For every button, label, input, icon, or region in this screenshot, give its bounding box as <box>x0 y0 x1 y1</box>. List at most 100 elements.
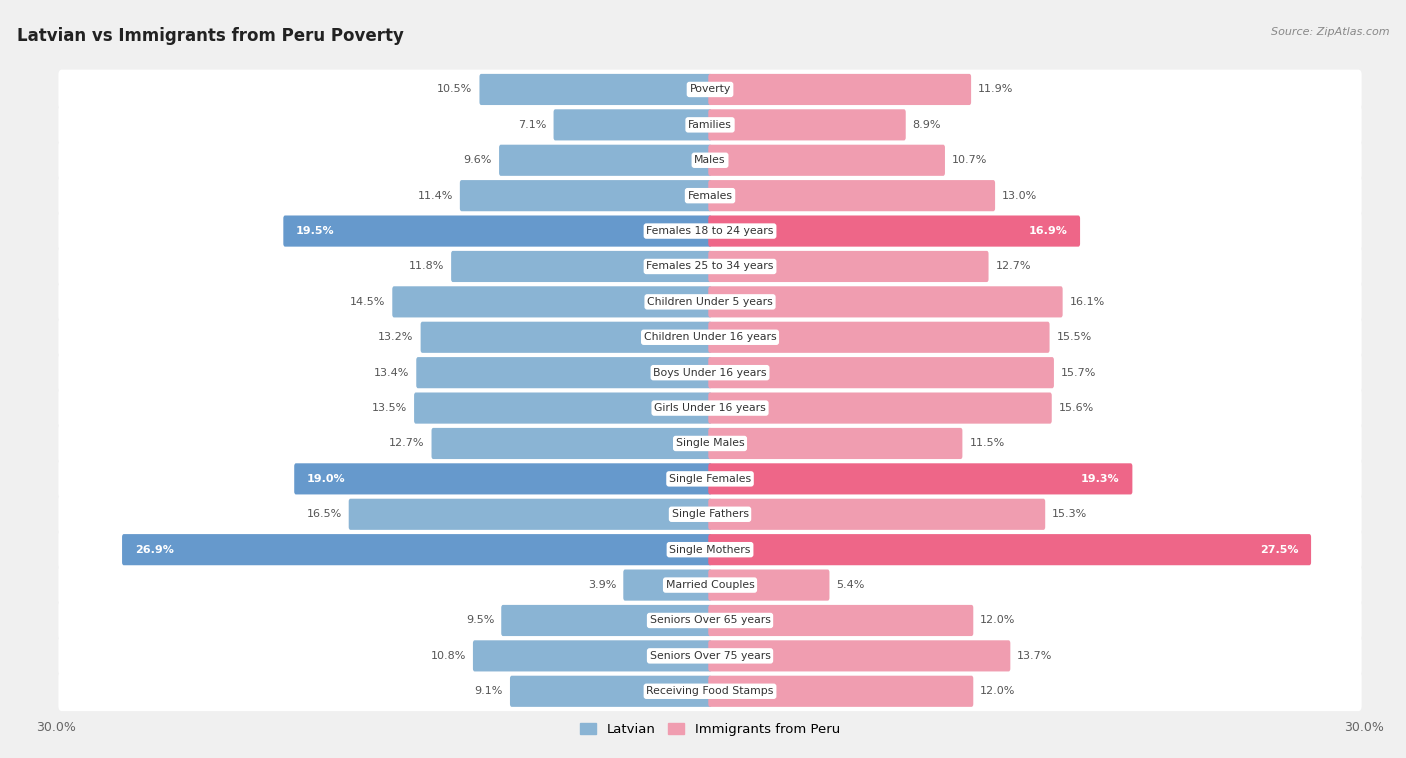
Text: Seniors Over 65 years: Seniors Over 65 years <box>650 615 770 625</box>
FancyBboxPatch shape <box>59 211 1361 251</box>
FancyBboxPatch shape <box>415 393 711 424</box>
Text: 12.7%: 12.7% <box>389 438 425 449</box>
Text: 12.0%: 12.0% <box>980 615 1015 625</box>
Text: 16.5%: 16.5% <box>307 509 342 519</box>
FancyBboxPatch shape <box>59 176 1361 215</box>
FancyBboxPatch shape <box>59 459 1361 499</box>
FancyBboxPatch shape <box>59 352 1361 393</box>
Text: Females: Females <box>688 191 733 201</box>
FancyBboxPatch shape <box>709 145 945 176</box>
Text: 13.2%: 13.2% <box>378 332 413 343</box>
Text: 15.6%: 15.6% <box>1059 403 1094 413</box>
Text: Married Couples: Married Couples <box>665 580 755 590</box>
Text: 16.1%: 16.1% <box>1070 297 1105 307</box>
Text: Boys Under 16 years: Boys Under 16 years <box>654 368 766 377</box>
FancyBboxPatch shape <box>59 672 1361 711</box>
FancyBboxPatch shape <box>709 534 1310 565</box>
Text: Single Mothers: Single Mothers <box>669 545 751 555</box>
FancyBboxPatch shape <box>709 357 1054 388</box>
Text: Families: Families <box>688 120 733 130</box>
FancyBboxPatch shape <box>122 534 711 565</box>
FancyBboxPatch shape <box>59 600 1361 641</box>
Text: Females 25 to 34 years: Females 25 to 34 years <box>647 262 773 271</box>
FancyBboxPatch shape <box>709 180 995 211</box>
FancyBboxPatch shape <box>420 321 711 352</box>
Text: 13.5%: 13.5% <box>371 403 408 413</box>
Text: 15.7%: 15.7% <box>1062 368 1097 377</box>
FancyBboxPatch shape <box>709 109 905 140</box>
Text: Poverty: Poverty <box>689 84 731 95</box>
Text: 13.4%: 13.4% <box>374 368 409 377</box>
FancyBboxPatch shape <box>510 675 711 707</box>
FancyBboxPatch shape <box>59 424 1361 463</box>
FancyBboxPatch shape <box>59 70 1361 109</box>
Text: 19.0%: 19.0% <box>307 474 346 484</box>
FancyBboxPatch shape <box>59 565 1361 605</box>
FancyBboxPatch shape <box>709 428 962 459</box>
FancyBboxPatch shape <box>432 428 711 459</box>
FancyBboxPatch shape <box>392 287 711 318</box>
Text: Latvian vs Immigrants from Peru Poverty: Latvian vs Immigrants from Peru Poverty <box>17 27 404 45</box>
FancyBboxPatch shape <box>59 140 1361 180</box>
Text: 27.5%: 27.5% <box>1260 545 1298 555</box>
FancyBboxPatch shape <box>709 641 1011 672</box>
Text: 19.3%: 19.3% <box>1081 474 1119 484</box>
Text: Girls Under 16 years: Girls Under 16 years <box>654 403 766 413</box>
Legend: Latvian, Immigrants from Peru: Latvian, Immigrants from Peru <box>575 717 845 741</box>
FancyBboxPatch shape <box>709 287 1063 318</box>
Text: 13.0%: 13.0% <box>1002 191 1038 201</box>
Text: Seniors Over 75 years: Seniors Over 75 years <box>650 651 770 661</box>
FancyBboxPatch shape <box>59 105 1361 145</box>
FancyBboxPatch shape <box>709 569 830 600</box>
Text: 15.5%: 15.5% <box>1056 332 1092 343</box>
FancyBboxPatch shape <box>59 318 1361 357</box>
FancyBboxPatch shape <box>460 180 711 211</box>
Text: 9.6%: 9.6% <box>464 155 492 165</box>
FancyBboxPatch shape <box>709 321 1049 352</box>
FancyBboxPatch shape <box>623 569 711 600</box>
Text: 3.9%: 3.9% <box>588 580 616 590</box>
FancyBboxPatch shape <box>709 393 1052 424</box>
FancyBboxPatch shape <box>59 494 1361 534</box>
FancyBboxPatch shape <box>709 499 1045 530</box>
FancyBboxPatch shape <box>284 215 711 246</box>
FancyBboxPatch shape <box>554 109 711 140</box>
FancyBboxPatch shape <box>709 463 1132 494</box>
Text: 12.7%: 12.7% <box>995 262 1031 271</box>
Text: 9.5%: 9.5% <box>465 615 495 625</box>
Text: Children Under 16 years: Children Under 16 years <box>644 332 776 343</box>
Text: 11.5%: 11.5% <box>969 438 1005 449</box>
FancyBboxPatch shape <box>59 246 1361 287</box>
FancyBboxPatch shape <box>416 357 711 388</box>
Text: 10.5%: 10.5% <box>437 84 472 95</box>
Text: Receiving Food Stamps: Receiving Food Stamps <box>647 686 773 697</box>
Text: 11.9%: 11.9% <box>979 84 1014 95</box>
Text: Children Under 5 years: Children Under 5 years <box>647 297 773 307</box>
FancyBboxPatch shape <box>59 636 1361 675</box>
Text: 16.9%: 16.9% <box>1029 226 1067 236</box>
FancyBboxPatch shape <box>59 530 1361 569</box>
Text: 11.8%: 11.8% <box>409 262 444 271</box>
FancyBboxPatch shape <box>59 282 1361 321</box>
FancyBboxPatch shape <box>709 215 1080 246</box>
Text: Single Fathers: Single Fathers <box>672 509 748 519</box>
Text: 12.0%: 12.0% <box>980 686 1015 697</box>
FancyBboxPatch shape <box>59 388 1361 428</box>
FancyBboxPatch shape <box>502 605 711 636</box>
Text: 19.5%: 19.5% <box>295 226 335 236</box>
Text: 5.4%: 5.4% <box>837 580 865 590</box>
FancyBboxPatch shape <box>499 145 711 176</box>
FancyBboxPatch shape <box>709 74 972 105</box>
FancyBboxPatch shape <box>451 251 711 282</box>
Text: 7.1%: 7.1% <box>519 120 547 130</box>
FancyBboxPatch shape <box>709 675 973 707</box>
Text: Single Males: Single Males <box>676 438 744 449</box>
Text: 8.9%: 8.9% <box>912 120 941 130</box>
Text: 10.8%: 10.8% <box>430 651 465 661</box>
FancyBboxPatch shape <box>709 605 973 636</box>
Text: 14.5%: 14.5% <box>350 297 385 307</box>
Text: Females 18 to 24 years: Females 18 to 24 years <box>647 226 773 236</box>
FancyBboxPatch shape <box>709 251 988 282</box>
FancyBboxPatch shape <box>294 463 711 494</box>
Text: 9.1%: 9.1% <box>475 686 503 697</box>
